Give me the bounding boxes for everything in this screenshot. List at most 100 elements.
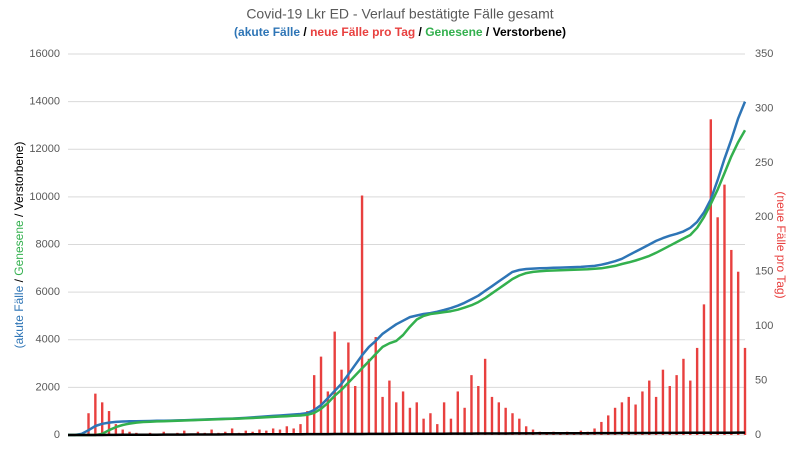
bar xyxy=(374,337,377,435)
bar xyxy=(100,402,104,435)
bar xyxy=(682,358,685,435)
bar xyxy=(312,375,316,435)
bar xyxy=(114,424,118,435)
bar xyxy=(648,380,651,435)
label-separator: / xyxy=(300,25,310,39)
bar xyxy=(388,380,391,435)
bar xyxy=(333,331,336,435)
y-tick-label: 8000 xyxy=(36,238,60,250)
bar xyxy=(319,356,323,435)
label-part: ( xyxy=(234,25,238,39)
bar xyxy=(702,304,706,435)
bar xyxy=(709,119,713,436)
bar xyxy=(340,369,343,435)
bar xyxy=(395,402,398,435)
bar xyxy=(183,430,186,435)
bar xyxy=(675,375,678,435)
label-part: ( xyxy=(12,344,26,348)
bar xyxy=(627,396,630,435)
bar xyxy=(497,402,501,435)
line-series xyxy=(68,129,747,437)
bar xyxy=(641,391,644,435)
chart-subtitle: (akute Fälle / neue Fälle pro Tag / Gene… xyxy=(234,25,566,39)
bar xyxy=(436,424,439,435)
bar xyxy=(716,217,719,435)
bar xyxy=(483,358,487,435)
y-tick-label: 16000 xyxy=(29,48,60,60)
bar xyxy=(422,418,425,435)
bar xyxy=(600,421,603,435)
bar xyxy=(429,413,432,435)
y2-tick-label: 0 xyxy=(755,429,761,441)
legend-entry: akute Fälle xyxy=(238,25,300,39)
label-part: ( xyxy=(774,191,788,195)
y2-tick-label: 150 xyxy=(755,266,773,278)
bar xyxy=(620,402,624,435)
label-part: ) xyxy=(562,25,566,39)
bar xyxy=(299,424,302,435)
y2-tick-label: 250 xyxy=(755,157,773,169)
y2-tick-label: 350 xyxy=(755,48,773,60)
bar xyxy=(613,407,617,435)
bar xyxy=(634,404,637,435)
legend-entry: Genesene xyxy=(12,220,26,276)
chart-title: Covid-19 Lkr ED - Verlauf bestätigte Fäl… xyxy=(246,6,553,22)
bar xyxy=(470,375,473,435)
bar xyxy=(367,358,371,435)
legend-entry: Verstorbene xyxy=(493,25,563,39)
bar xyxy=(518,418,521,435)
bar xyxy=(94,393,97,435)
bar xyxy=(401,391,405,435)
bar xyxy=(654,396,658,435)
bar xyxy=(87,413,90,435)
y-tick-label: 4000 xyxy=(36,334,60,346)
bar xyxy=(723,184,726,435)
bar xyxy=(490,396,494,435)
bar xyxy=(265,430,268,435)
y2-tick-label: 300 xyxy=(755,102,773,114)
label-separator: / xyxy=(415,25,425,39)
bar xyxy=(408,407,412,435)
bar xyxy=(524,426,528,435)
bar xyxy=(121,429,124,435)
label-part: ) xyxy=(12,142,26,146)
label-separator: / xyxy=(12,210,26,220)
label-part: ) xyxy=(774,295,788,299)
legend-entry: akute Fälle xyxy=(12,285,26,344)
y2-tick-label: 50 xyxy=(755,374,767,386)
bar xyxy=(736,271,740,435)
bar xyxy=(326,391,330,435)
bar xyxy=(244,430,247,435)
bar xyxy=(695,347,699,435)
y-tick-label: 12000 xyxy=(29,143,60,155)
bar xyxy=(456,391,459,435)
y-tick-label: 10000 xyxy=(29,191,60,203)
legend-entry: neue Fälle pro Tag xyxy=(774,195,788,294)
label-separator: / xyxy=(483,25,493,39)
bar xyxy=(449,418,453,435)
bar xyxy=(689,380,692,435)
bar xyxy=(271,428,275,435)
bar xyxy=(306,411,309,435)
bar xyxy=(210,429,213,435)
bar xyxy=(442,402,446,435)
bar xyxy=(230,428,234,435)
bar xyxy=(463,407,466,435)
y-tick-label: 2000 xyxy=(36,381,60,393)
line-series xyxy=(68,101,747,437)
y2-tick-label: 200 xyxy=(755,211,773,223)
bar xyxy=(668,386,671,435)
line-series xyxy=(68,431,745,437)
y2-axis-label: (neue Fälle pro Tag) xyxy=(774,191,788,298)
bar xyxy=(607,415,610,435)
bar xyxy=(292,428,295,435)
bar xyxy=(477,386,480,435)
legend-entry: Verstorbene xyxy=(12,145,26,210)
bar xyxy=(347,342,350,435)
bar xyxy=(661,369,665,435)
bar xyxy=(381,396,384,435)
y-tick-label: 14000 xyxy=(29,96,60,108)
bar xyxy=(354,386,357,435)
bar xyxy=(278,429,282,435)
